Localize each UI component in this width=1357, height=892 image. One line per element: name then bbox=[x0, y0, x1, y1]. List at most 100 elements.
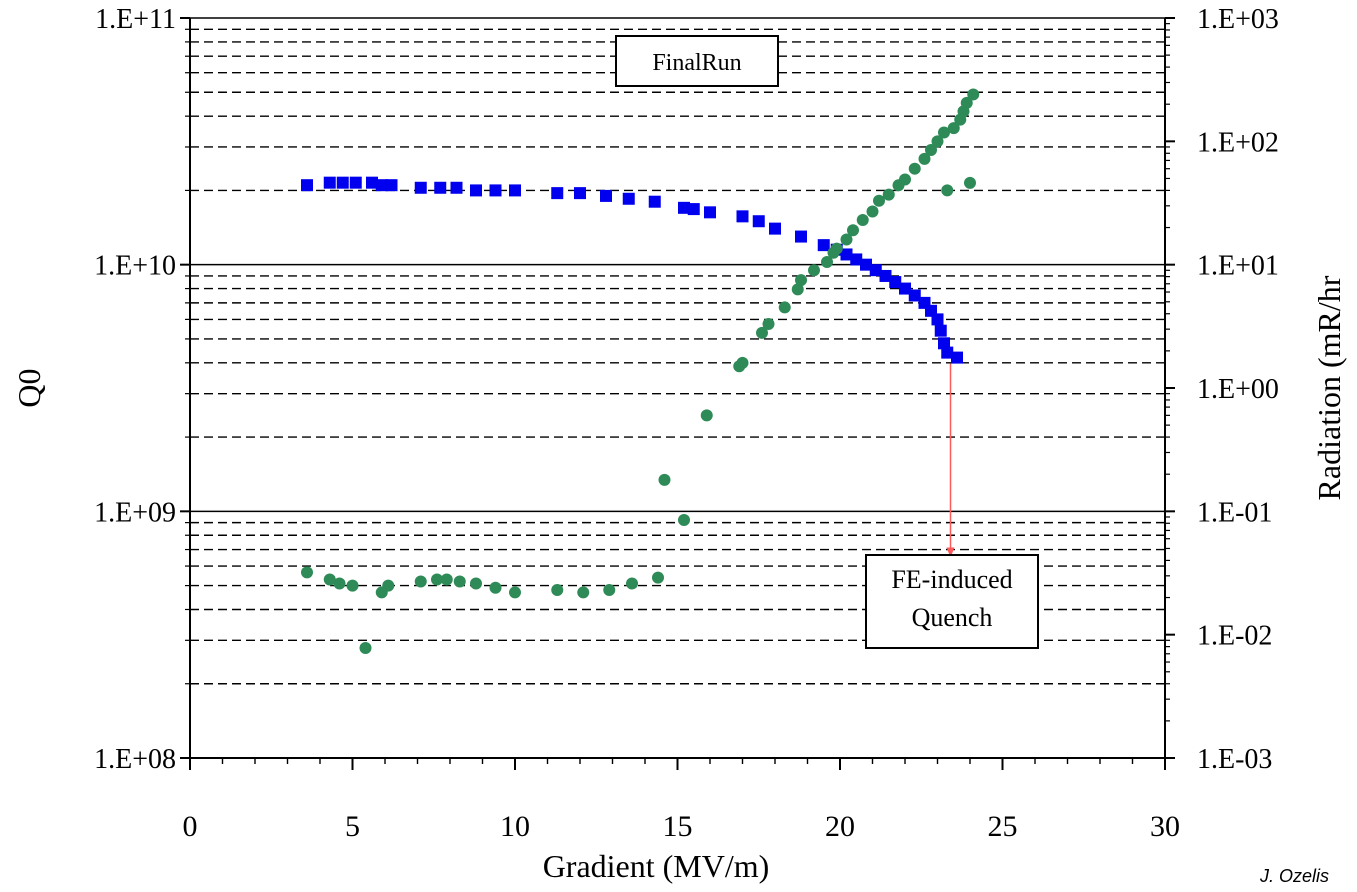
q0-point bbox=[850, 253, 863, 266]
finalrun-text: FinalRun bbox=[652, 50, 741, 76]
data-marks bbox=[301, 88, 980, 654]
q0-point bbox=[860, 258, 872, 271]
q0-point bbox=[648, 195, 661, 208]
radiation-point bbox=[414, 575, 427, 588]
left-tick-label: 1.E+10 bbox=[94, 251, 176, 282]
q0-point bbox=[704, 206, 716, 219]
radiation-point bbox=[346, 579, 359, 592]
radiation-point bbox=[866, 205, 879, 218]
annotation-arrow bbox=[946, 363, 955, 558]
q0-point bbox=[414, 181, 427, 194]
axis-ticks bbox=[180, 17, 1175, 770]
q0-point bbox=[795, 230, 807, 243]
left-tick-label: 1.E+09 bbox=[94, 497, 176, 528]
q0-point bbox=[752, 215, 765, 228]
radiation-point bbox=[736, 356, 749, 369]
x-tick-label: 5 bbox=[345, 810, 360, 843]
q0-point bbox=[301, 179, 313, 192]
right-tick-label: 1.E+00 bbox=[1197, 374, 1279, 405]
quench-text-line: FE-induced bbox=[891, 565, 1012, 594]
quench-text-line: Quench bbox=[912, 603, 993, 632]
radiation-point bbox=[658, 473, 671, 486]
right-tick-label: 1.E+01 bbox=[1197, 251, 1279, 282]
q0-point bbox=[817, 239, 830, 252]
q0-point bbox=[736, 210, 749, 223]
q0-point bbox=[678, 201, 690, 214]
q0-point bbox=[840, 248, 853, 261]
q0-point bbox=[938, 337, 950, 350]
radiation-point bbox=[925, 144, 937, 157]
q0-point bbox=[908, 289, 921, 302]
radiation-point bbox=[700, 409, 713, 422]
left-axis-label-text: Q0 bbox=[11, 368, 47, 407]
q0-point bbox=[889, 276, 902, 289]
radiation-point bbox=[359, 641, 372, 654]
q0-point bbox=[434, 181, 447, 194]
right-tick-label: 1.E-03 bbox=[1197, 744, 1272, 775]
radiation-point bbox=[938, 126, 950, 139]
q0-point bbox=[551, 187, 564, 200]
q0-point bbox=[879, 269, 892, 282]
annotations: FinalRun FE-induced Quench bbox=[615, 35, 1039, 649]
q0-point bbox=[574, 187, 586, 200]
radiation-point bbox=[756, 326, 768, 339]
radiation-point bbox=[678, 514, 690, 527]
radiation-point bbox=[931, 135, 944, 148]
x-tick-label: 25 bbox=[988, 810, 1018, 843]
radiation-point bbox=[795, 274, 807, 287]
finalrun-box bbox=[615, 35, 779, 87]
grid-lines bbox=[190, 17, 1165, 685]
q0-point bbox=[470, 184, 482, 197]
radiation-point bbox=[899, 173, 911, 186]
radiation-point bbox=[489, 581, 502, 594]
quench-box bbox=[865, 554, 1039, 649]
q0-point bbox=[622, 192, 635, 205]
radiation-point bbox=[830, 242, 843, 255]
q0-point bbox=[450, 181, 463, 194]
right-axis-label: Radiation (mR/hr bbox=[1311, 275, 1347, 500]
right-tick-label: 1.E-01 bbox=[1197, 497, 1272, 528]
radiation-point bbox=[652, 571, 664, 584]
radiation-point bbox=[382, 579, 395, 592]
tick-labels: 0 5 10 15 20 25 30 1.E+11 1.E+10 1.E+09 1.E+08 1.E+… bbox=[94, 4, 1279, 843]
q0-point bbox=[934, 324, 947, 337]
q0-point bbox=[941, 346, 954, 359]
radiation-point bbox=[323, 573, 336, 586]
radiation-point bbox=[808, 264, 820, 277]
arrow-head bbox=[946, 547, 955, 558]
radiation-point bbox=[626, 577, 638, 590]
radiation-point bbox=[551, 584, 564, 597]
q0-point bbox=[323, 176, 336, 189]
radiation-point bbox=[821, 256, 833, 269]
q0-point bbox=[931, 313, 944, 326]
radiation-point bbox=[431, 573, 443, 586]
radiation-point bbox=[947, 122, 960, 135]
q0-point bbox=[489, 184, 502, 197]
radiation-point bbox=[333, 577, 346, 590]
q0-point bbox=[375, 179, 388, 192]
q0-point bbox=[600, 189, 612, 202]
credit-text: J. Ozelis bbox=[1259, 866, 1329, 886]
q0-point bbox=[951, 351, 963, 364]
radiation-point bbox=[509, 586, 521, 599]
radiation-point bbox=[470, 577, 482, 590]
right-tick-label: 1.E+02 bbox=[1197, 127, 1279, 158]
radiation-point bbox=[960, 96, 973, 109]
radiation-point bbox=[778, 301, 791, 314]
radiation-point bbox=[882, 188, 895, 201]
right-tick-label: 1.E-02 bbox=[1197, 621, 1272, 652]
finalrun-annotation: FinalRun bbox=[615, 35, 779, 87]
radiation-point bbox=[967, 88, 980, 101]
q0-point bbox=[769, 222, 781, 235]
q0-point bbox=[899, 282, 911, 295]
left-axis-label: Q0 bbox=[11, 368, 47, 407]
radiation-point bbox=[453, 575, 466, 588]
x-tick-label: 30 bbox=[1150, 810, 1180, 843]
radiation-point bbox=[918, 152, 931, 165]
x-tick-label: 20 bbox=[825, 810, 855, 843]
left-tick-label: 1.E+11 bbox=[95, 4, 176, 35]
right-tick-label: 1.E+03 bbox=[1197, 4, 1279, 35]
q0-point bbox=[366, 176, 378, 189]
q0-point bbox=[509, 184, 521, 197]
